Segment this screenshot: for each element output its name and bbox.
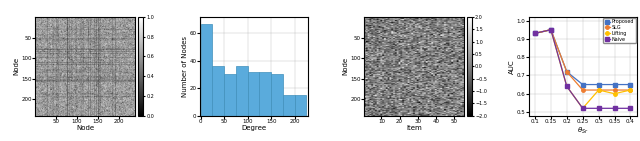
X-axis label: Node: Node <box>76 125 94 131</box>
Y-axis label: AUC: AUC <box>509 59 515 74</box>
Bar <box>271 74 283 116</box>
Lifting <box>627 89 634 91</box>
X-axis label: Item: Item <box>406 125 422 131</box>
Proposed <box>611 84 618 85</box>
Bar <box>283 95 294 116</box>
SLG <box>579 89 586 91</box>
Bar <box>212 66 224 116</box>
Bar <box>259 72 271 116</box>
Bar <box>236 66 248 116</box>
Naive <box>531 33 539 34</box>
Line: Lifting: Lifting <box>533 28 632 110</box>
Lifting <box>563 86 571 87</box>
Bar <box>224 74 236 116</box>
Naive <box>579 107 586 109</box>
Naive <box>611 107 618 109</box>
Naive <box>563 86 571 87</box>
SLG <box>563 71 571 73</box>
Naive <box>595 107 602 109</box>
Bar <box>200 24 212 116</box>
Proposed <box>563 71 571 73</box>
Lifting <box>547 29 555 31</box>
Bar <box>294 95 307 116</box>
Y-axis label: Node: Node <box>14 57 20 75</box>
Line: SLG: SLG <box>533 28 632 92</box>
Legend: Proposed, SLG, Lifting, Naive: Proposed, SLG, Lifting, Naive <box>603 18 636 43</box>
Bar <box>248 72 259 116</box>
X-axis label: $\theta_{Sr}$: $\theta_{Sr}$ <box>577 125 589 136</box>
Proposed <box>595 84 602 85</box>
SLG <box>627 89 634 91</box>
SLG <box>595 89 602 91</box>
SLG <box>611 89 618 91</box>
Lifting <box>579 107 586 109</box>
Line: Naive: Naive <box>533 28 632 110</box>
Proposed <box>579 84 586 85</box>
Naive <box>627 107 634 109</box>
Proposed <box>627 84 634 85</box>
Naive <box>547 29 555 31</box>
Y-axis label: Node: Node <box>343 57 349 75</box>
X-axis label: Degree: Degree <box>241 125 266 131</box>
SLG <box>531 33 539 34</box>
Proposed <box>531 33 539 34</box>
Line: Proposed: Proposed <box>533 28 632 86</box>
Y-axis label: Number of Nodes: Number of Nodes <box>182 36 188 97</box>
SLG <box>547 29 555 31</box>
Lifting <box>611 93 618 94</box>
Lifting <box>595 89 602 91</box>
Lifting <box>531 33 539 34</box>
Proposed <box>547 29 555 31</box>
